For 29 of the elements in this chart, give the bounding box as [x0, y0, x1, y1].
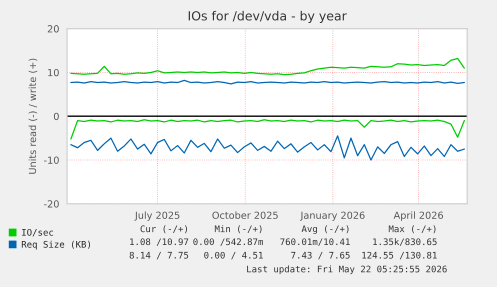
y-axis-title: Units read (-) / write (+)	[28, 58, 38, 174]
text: Min (-/+)	[214, 225, 262, 234]
x-tick-label: January 2026	[300, 212, 365, 221]
text: Last update: Fri May 22 05:25:55 2026	[247, 265, 447, 274]
y-tick-label: -20	[44, 200, 59, 208]
text: Max (-/+)	[388, 225, 436, 234]
y-tick-label: 20	[48, 25, 59, 33]
y-tick-label: 0	[54, 112, 59, 120]
text: 0.00 /542.87m	[193, 238, 263, 246]
legend-label: Req Size (KB)	[22, 240, 90, 250]
text: 760.01m/10.41	[280, 238, 350, 246]
text: 1.35k/830.65	[373, 238, 437, 246]
line-series	[70, 119, 465, 140]
x-tick-label: July 2025	[134, 211, 180, 221]
text: 8.14 / 7.75	[130, 252, 188, 260]
legend-label: IO/sec	[22, 228, 54, 236]
text: Cur (-/+)	[140, 225, 187, 234]
x-tick-label: October 2025	[212, 211, 278, 219]
text: Avg (-/+)	[302, 225, 349, 234]
y-tick-label: -10	[44, 156, 59, 164]
y-tick-label: 10	[48, 68, 59, 76]
line-series	[70, 58, 465, 76]
text: 0.00 / 4.51	[204, 252, 263, 260]
chart-title: IOs for /dev/vda - by year	[188, 10, 347, 23]
text: 1.08 /10.97	[130, 238, 188, 246]
text: 7.43 / 7.65	[291, 252, 350, 260]
x-tick-label: April 2026	[394, 211, 444, 221]
text: 124.55 /130.81	[362, 252, 437, 260]
line-series	[70, 135, 465, 161]
